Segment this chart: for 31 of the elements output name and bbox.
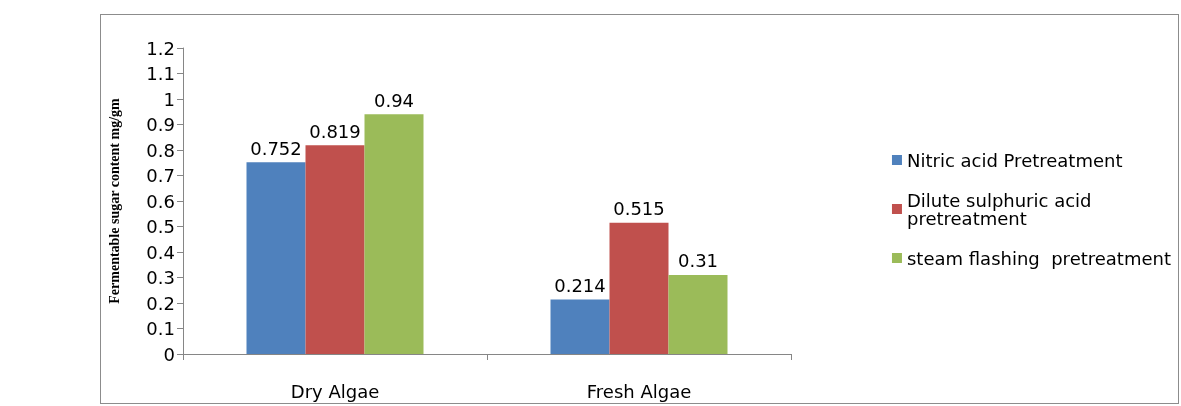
bar	[550, 299, 610, 354]
y-tick-label: 1.1	[146, 63, 175, 84]
data-label: 0.752	[250, 137, 302, 159]
legend-label: Dilute sulphuric acid pretreatment	[906, 189, 1098, 229]
bar	[305, 145, 365, 354]
y-axis-title: Fermentable sugar content mg/gm	[106, 97, 122, 304]
bar	[668, 274, 728, 354]
legend-label: steam flashing pretreatment	[906, 247, 1172, 269]
y-tick-label: 0.4	[146, 241, 175, 263]
data-label: 0.214	[554, 274, 606, 296]
y-tick-label: 0.2	[146, 292, 175, 314]
x-tick-label: Fresh Algae	[586, 380, 692, 402]
data-label: 0.515	[613, 198, 665, 220]
y-tick-label: 1	[163, 88, 175, 110]
y-tick-label: 0.5	[146, 216, 175, 237]
data-label: 0.819	[309, 120, 361, 142]
y-tick-label: 0.3	[146, 267, 175, 288]
x-tick-label: Dry Algae	[290, 380, 380, 402]
y-tick-label: 0.8	[146, 139, 175, 161]
bar	[364, 114, 424, 354]
y-tick-label: 1.2	[146, 37, 175, 59]
y-tick-label: 0	[163, 343, 175, 365]
legend-label: Nitric acid Pretreatment	[906, 149, 1123, 171]
bar	[246, 162, 306, 354]
data-label: 0.31	[677, 250, 719, 272]
bar	[609, 222, 669, 354]
data-label: 0.94	[373, 89, 415, 111]
y-tick-label: 0.9	[146, 114, 175, 135]
y-tick-label: 0.7	[146, 165, 175, 186]
y-tick-label: 0.1	[146, 318, 175, 339]
y-tick-label: 0.6	[146, 190, 175, 212]
